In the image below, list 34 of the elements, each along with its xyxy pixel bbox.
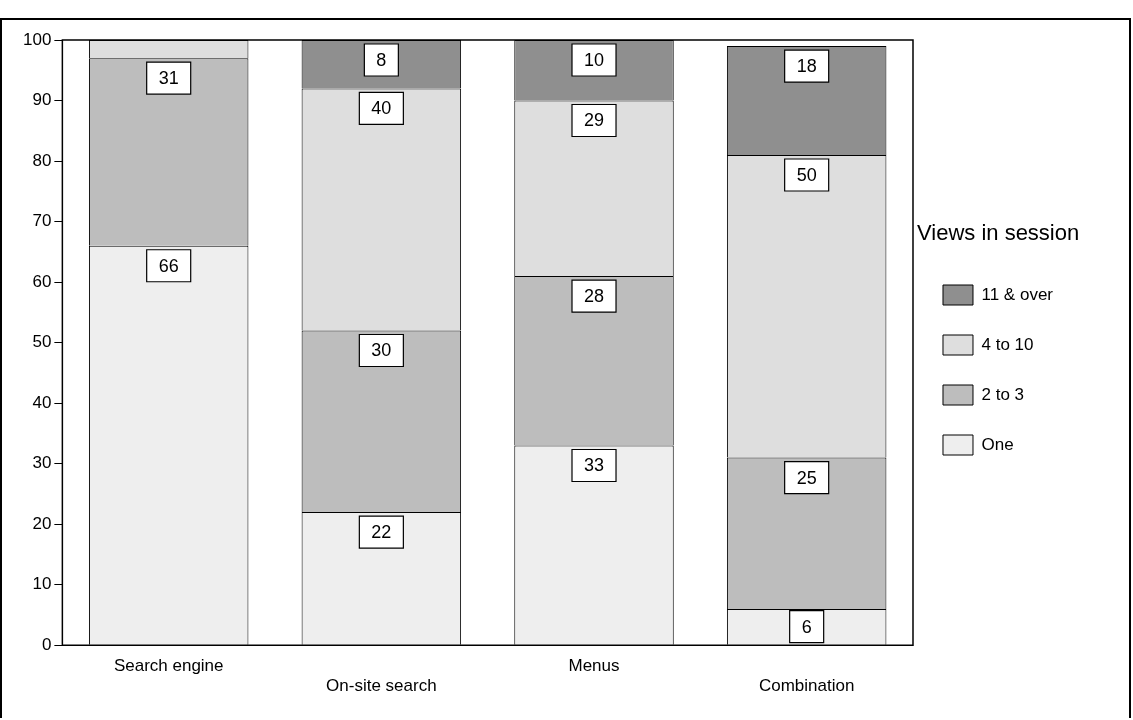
- y-tick-label: 70: [32, 211, 52, 231]
- data-label: 40: [371, 98, 392, 119]
- y-tick-label: 0: [41, 634, 52, 654]
- y-tick-label: 10: [32, 574, 52, 594]
- y-tick-label: 50: [32, 332, 52, 352]
- data-label: 31: [158, 68, 179, 89]
- legend-label: One: [981, 434, 1014, 454]
- data-label: 25: [796, 467, 817, 488]
- y-tick-label: 60: [32, 271, 52, 291]
- data-label: 33: [583, 455, 605, 476]
- data-label: 29: [583, 110, 605, 131]
- legend-label: 2 to 3: [981, 384, 1025, 404]
- legend-label: 4 to 10: [981, 334, 1034, 354]
- y-tick-label: 100: [22, 29, 52, 49]
- x-tick-label: Search engine: [113, 656, 224, 676]
- data-label: 8: [376, 49, 387, 70]
- y-tick-label: 90: [32, 90, 52, 110]
- data-label: 10: [583, 49, 605, 70]
- data-label: 6: [801, 616, 812, 637]
- data-label: 66: [158, 255, 179, 276]
- data-label: 50: [796, 164, 817, 185]
- legend-title: Views in session: [917, 220, 1080, 246]
- y-tick-label: 30: [32, 453, 52, 473]
- x-tick-label: Menus: [568, 656, 620, 676]
- x-tick-label: Combination: [758, 676, 855, 696]
- y-tick-label: 40: [32, 392, 52, 412]
- data-label: 28: [583, 286, 605, 306]
- data-label: 22: [371, 522, 392, 543]
- data-label: 30: [371, 340, 392, 361]
- y-tick-label: 20: [32, 513, 52, 533]
- y-tick-label: 80: [32, 150, 52, 170]
- data-label: 18: [796, 56, 817, 77]
- legend-label: 11 & over: [981, 284, 1054, 304]
- x-tick-label: On-site search: [326, 676, 437, 696]
